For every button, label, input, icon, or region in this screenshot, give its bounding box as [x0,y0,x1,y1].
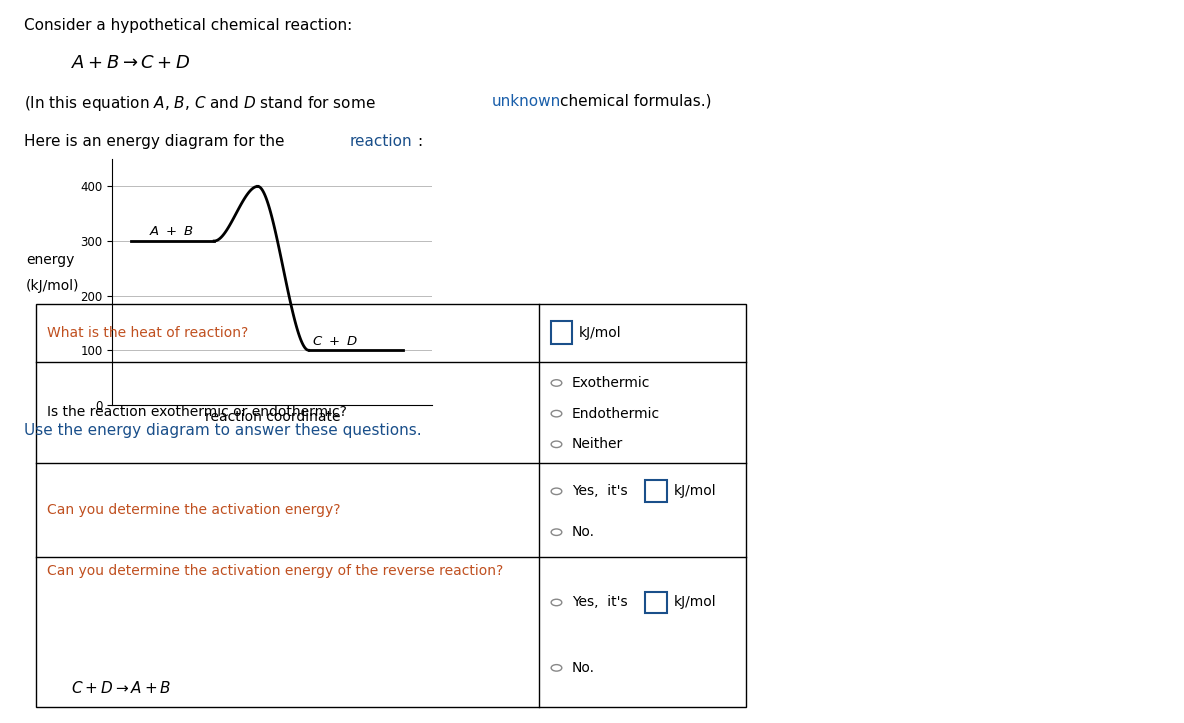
Text: (In this equation $A$, $B$, $C$ and $D$ stand for some: (In this equation $A$, $B$, $C$ and $D$ … [24,94,377,113]
Text: Can you determine the activation energy?: Can you determine the activation energy? [47,502,341,517]
Text: Yes,  it's: Yes, it's [572,596,628,609]
Text: chemical formulas.): chemical formulas.) [560,94,712,109]
Text: What is the heat of reaction?: What is the heat of reaction? [47,325,249,340]
Text: Consider a hypothetical chemical reaction:: Consider a hypothetical chemical reactio… [24,18,352,33]
Text: $A+B \rightarrow C+D$: $A+B \rightarrow C+D$ [71,54,191,72]
Text: kJ/mol: kJ/mol [579,325,622,340]
Text: $C\ +\ D$: $C\ +\ D$ [313,335,358,348]
Text: Yes,  it's: Yes, it's [572,484,628,498]
Text: Exothermic: Exothermic [572,376,650,390]
Text: Here is an energy diagram for the: Here is an energy diagram for the [24,134,289,149]
X-axis label: reaction coordinate: reaction coordinate [205,411,340,424]
Text: Endothermic: Endothermic [572,406,659,421]
Text: unknown: unknown [491,94,560,109]
Text: (kJ/mol): (kJ/mol) [26,278,79,293]
Text: No.: No. [572,661,594,675]
Text: :: : [417,134,422,149]
Text: Neither: Neither [572,437,623,451]
Text: Use the energy diagram to answer these questions.: Use the energy diagram to answer these q… [24,423,422,438]
Text: reaction: reaction [349,134,412,149]
Text: $C+D \rightarrow A+B$: $C+D \rightarrow A+B$ [71,680,172,696]
Text: Is the reaction exothermic or endothermic?: Is the reaction exothermic or endothermi… [47,405,347,419]
Text: energy: energy [26,253,75,268]
Text: No.: No. [572,525,594,539]
Text: Can you determine the activation energy of the reverse reaction?: Can you determine the activation energy … [47,564,503,578]
Text: $A\ +\ B$: $A\ +\ B$ [149,226,194,239]
Text: kJ/mol: kJ/mol [674,596,716,609]
Text: kJ/mol: kJ/mol [674,484,716,498]
